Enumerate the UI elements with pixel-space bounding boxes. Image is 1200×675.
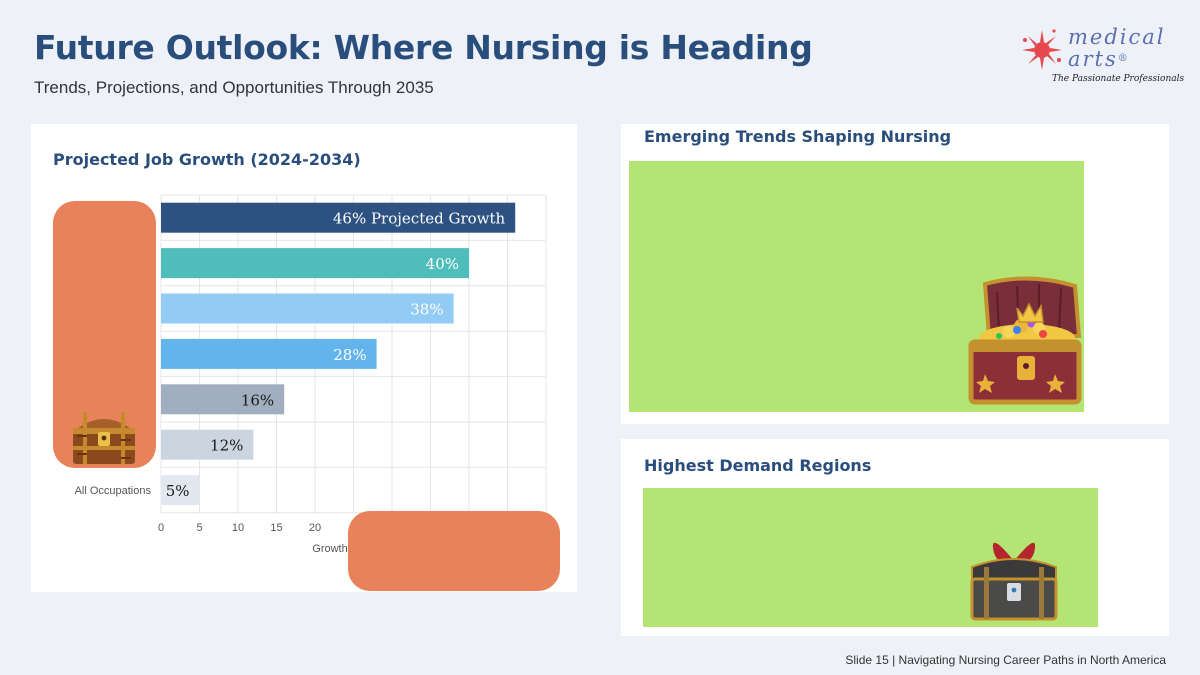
trends-panel: Emerging Trends Shaping Nursing bbox=[621, 124, 1169, 424]
bar-data-label: 12% bbox=[210, 437, 243, 455]
regions-title: Highest Demand Regions bbox=[644, 456, 872, 475]
bar bbox=[161, 338, 377, 369]
bar bbox=[161, 293, 454, 324]
bar bbox=[161, 475, 200, 506]
x-tick-label: 5 bbox=[196, 522, 202, 534]
category-label: All Occupations bbox=[75, 485, 152, 497]
bar-data-label: 16% bbox=[241, 391, 274, 409]
bar bbox=[161, 202, 516, 233]
bar bbox=[161, 248, 469, 279]
open-treasure-chest-icon bbox=[968, 276, 1082, 405]
bar bbox=[161, 429, 254, 460]
logo-tagline: The Passionate Professionals bbox=[1052, 74, 1185, 84]
company-logo: medical arts® The Passionate Professiona… bbox=[1020, 26, 1185, 90]
x-tick-label: 15 bbox=[270, 522, 282, 534]
splash-sun-icon bbox=[1022, 29, 1062, 70]
x-tick-label: 20 bbox=[309, 522, 321, 534]
job-growth-chart: 46% Projected Growth 40% 38% 28% 16% 12% 5% All… bbox=[75, 194, 547, 555]
gift-treasure-chest-icon bbox=[970, 542, 1058, 621]
axis-overlay-block bbox=[348, 511, 560, 591]
bar-data-label: 40% bbox=[426, 255, 459, 273]
registered-mark: ® bbox=[1117, 53, 1130, 64]
job-growth-title: Projected Job Growth (2024-2034) bbox=[53, 150, 361, 169]
bar-data-label: 46% Projected Growth bbox=[333, 210, 506, 228]
x-tick-label: 10 bbox=[232, 522, 244, 534]
bar-data-label: 5% bbox=[166, 482, 190, 500]
page-title: Future Outlook: Where Nursing is Heading bbox=[34, 28, 813, 67]
logo-text-line1: medical bbox=[1068, 25, 1166, 49]
bar-data-label: 28% bbox=[333, 346, 366, 364]
treasure-chest-icon bbox=[73, 412, 135, 464]
page-subtitle: Trends, Projections, and Opportunities T… bbox=[34, 78, 434, 97]
x-tick-label: 0 bbox=[158, 522, 164, 534]
regions-panel: Highest Demand Regions bbox=[621, 439, 1169, 636]
x-axis-label: Growth bbox=[312, 543, 347, 555]
bar bbox=[161, 384, 285, 415]
slide-footer: Slide 15 | Navigating Nursing Career Pat… bbox=[845, 653, 1166, 667]
trends-title: Emerging Trends Shaping Nursing bbox=[644, 127, 952, 146]
bar-data-label: 38% bbox=[410, 301, 443, 319]
logo-text-line2: arts bbox=[1068, 47, 1118, 71]
